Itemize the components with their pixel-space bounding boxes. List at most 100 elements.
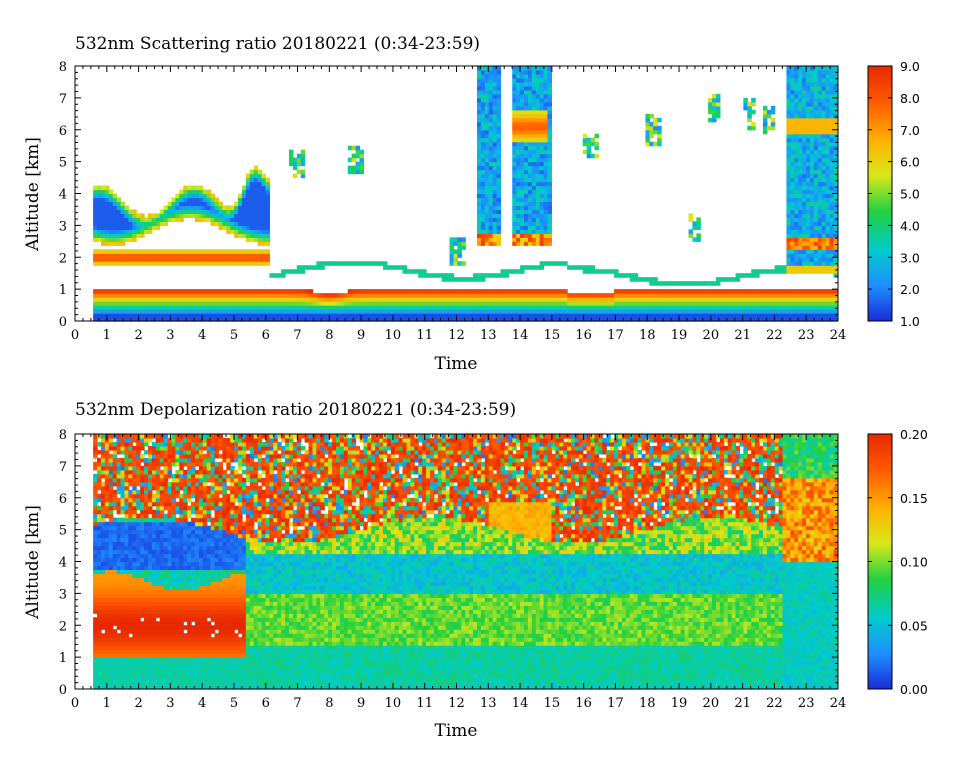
heatmap-cell — [93, 629, 98, 634]
heatmap-cell — [481, 146, 486, 151]
heatmap-cell — [124, 237, 129, 242]
heatmap-cell — [297, 158, 302, 163]
heatmap-cell — [121, 530, 126, 535]
heatmap-cell — [156, 257, 161, 262]
heatmap-cell — [148, 221, 153, 226]
heatmap-cell — [802, 90, 807, 95]
heatmap-cell — [438, 305, 443, 310]
heatmap-cell — [489, 309, 494, 314]
heatmap-cell — [128, 581, 133, 586]
heatmap-cell — [101, 625, 106, 630]
heatmap-cell — [783, 305, 788, 310]
heatmap-cell — [371, 297, 376, 302]
heatmap-cell — [277, 273, 282, 278]
heatmap-cell — [442, 277, 447, 282]
heatmap-cell — [160, 301, 165, 306]
heatmap-cell — [548, 221, 553, 226]
heatmap-cell — [117, 474, 122, 479]
heatmap-cell — [477, 186, 482, 191]
heatmap-cell — [121, 301, 126, 306]
heatmap-cell — [571, 309, 576, 314]
heatmap-cell — [179, 253, 184, 258]
heatmap-cell — [786, 249, 791, 254]
heatmap-cell — [830, 142, 835, 147]
heatmap-cell — [97, 613, 102, 618]
heatmap-cell — [822, 253, 827, 258]
heatmap-cell — [712, 118, 717, 123]
heatmap-cell — [638, 309, 643, 314]
heatmap-cell — [128, 225, 133, 230]
heatmap-cell — [426, 309, 431, 314]
heatmap-cell — [481, 221, 486, 226]
heatmap-cell — [814, 150, 819, 155]
heatmap-cell — [657, 142, 662, 147]
heatmap-cell — [512, 213, 517, 218]
heatmap-cell — [692, 305, 697, 310]
heatmap-cell — [207, 261, 212, 266]
heatmap-cell — [528, 237, 533, 242]
heatmap-cell — [171, 261, 176, 266]
heatmap-cell — [653, 309, 658, 314]
heatmap-cell — [124, 645, 129, 650]
heatmap-cell — [258, 217, 263, 222]
heatmap-cell — [132, 482, 137, 487]
heatmap-cell — [743, 106, 748, 111]
heatmap-cell — [109, 681, 114, 686]
heatmap-cell — [497, 301, 502, 306]
heatmap-cell — [516, 182, 521, 187]
heatmap-cell — [532, 194, 537, 199]
heatmap-cell — [833, 265, 838, 270]
heatmap-cell — [583, 269, 588, 274]
heatmap-cell — [653, 305, 658, 310]
heatmap-cell — [477, 110, 482, 115]
heatmap-cell — [802, 142, 807, 147]
heatmap-cell — [93, 633, 98, 638]
heatmap-cell — [708, 106, 713, 111]
heatmap-cell — [93, 293, 98, 298]
heatmap-cell — [434, 301, 439, 306]
heatmap-cell — [453, 301, 458, 306]
heatmap-cell — [806, 233, 811, 238]
heatmap-cell — [132, 617, 137, 622]
heatmap-cell — [281, 313, 286, 318]
heatmap-cell — [258, 170, 263, 175]
heatmap-cell — [422, 305, 427, 310]
heatmap-cell — [414, 297, 419, 302]
heatmap-cell — [630, 277, 635, 282]
heatmap-cell — [105, 454, 110, 459]
heatmap-cell — [442, 309, 447, 314]
heatmap-cell — [649, 134, 654, 139]
heatmap-cell — [830, 301, 835, 306]
heatmap-cell — [794, 186, 799, 191]
heatmap-cell — [359, 297, 364, 302]
heatmap-cell — [121, 661, 126, 666]
heatmap-cell — [258, 237, 263, 242]
heatmap-cell — [297, 309, 302, 314]
heatmap-cell — [818, 217, 823, 222]
heatmap-cell — [246, 201, 251, 206]
heatmap-cell — [152, 225, 157, 230]
heatmap-cell — [211, 261, 216, 266]
heatmap-cell — [199, 213, 204, 218]
heatmap-cell — [262, 197, 267, 202]
heatmap-cell — [716, 305, 721, 310]
heatmap-cell — [497, 134, 502, 139]
heatmap-cell — [786, 94, 791, 99]
heatmap-cell — [681, 297, 686, 302]
heatmap-cell — [818, 186, 823, 191]
heatmap-cell — [493, 297, 498, 302]
heatmap-cell — [528, 293, 533, 298]
heatmap-cell — [790, 158, 795, 163]
heatmap-cell — [806, 201, 811, 206]
heatmap-cell — [117, 450, 122, 455]
heatmap-cell — [289, 305, 294, 310]
heatmap-cell — [689, 229, 694, 234]
heatmap-cell — [124, 466, 129, 471]
heatmap-cell — [93, 593, 98, 598]
heatmap-cell — [258, 309, 263, 314]
heatmap-cell — [544, 134, 549, 139]
heatmap-cell — [340, 293, 345, 298]
heatmap-cell — [234, 205, 239, 210]
heatmap-cell — [128, 229, 133, 234]
heatmap-cell — [712, 289, 717, 294]
